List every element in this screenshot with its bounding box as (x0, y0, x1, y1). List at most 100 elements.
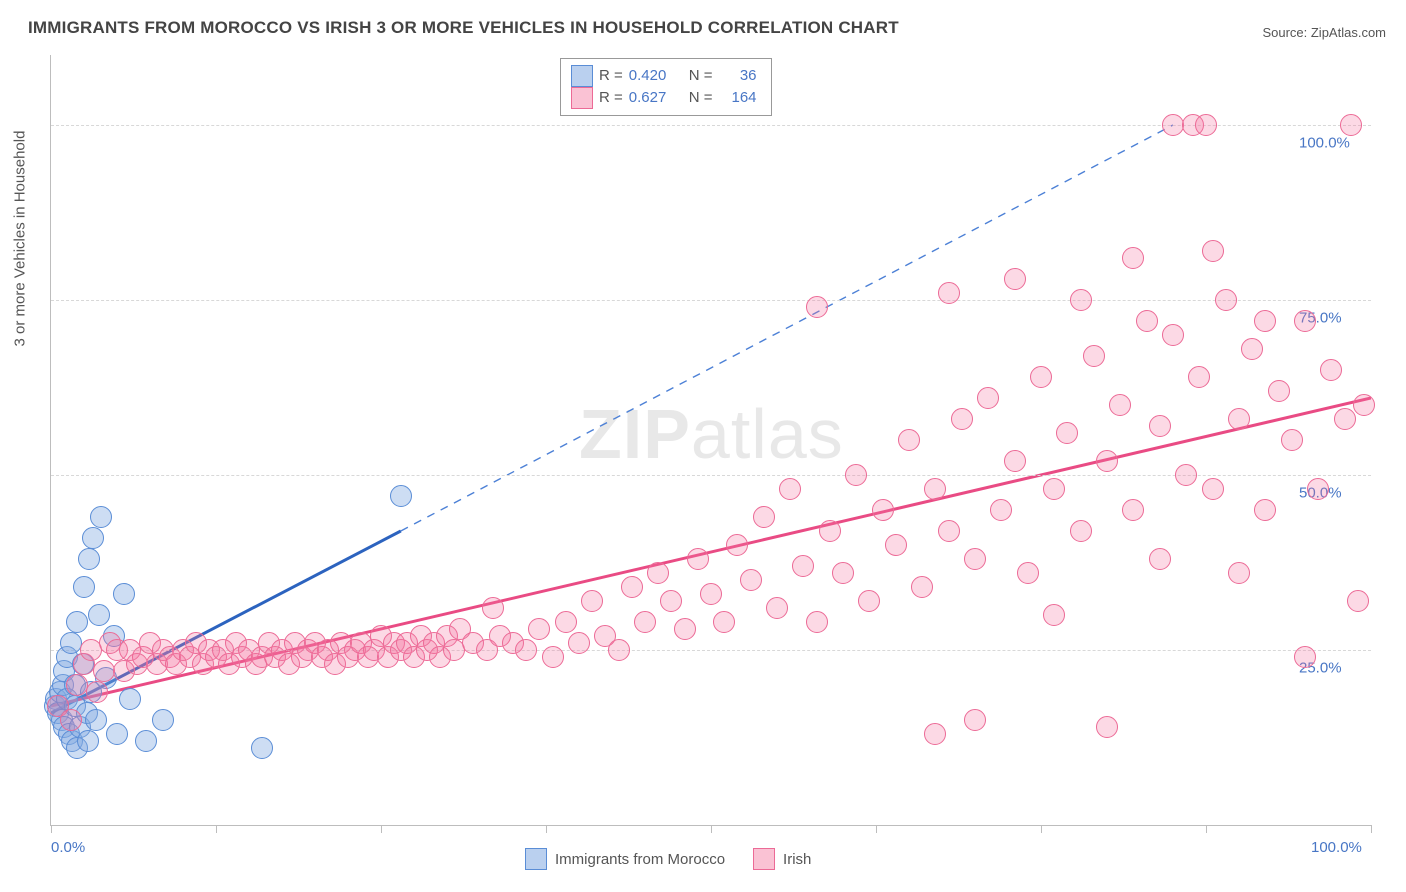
chart-title: IMMIGRANTS FROM MOROCCO VS IRISH 3 OR MO… (28, 18, 899, 38)
data-point-morocco (88, 604, 110, 626)
data-point-irish (938, 520, 960, 542)
data-point-morocco (119, 688, 141, 710)
data-point-irish (766, 597, 788, 619)
data-point-morocco (152, 709, 174, 731)
data-point-irish (1175, 464, 1197, 486)
data-point-irish (1188, 366, 1210, 388)
data-point-irish (1149, 415, 1171, 437)
swatch-irish (571, 87, 593, 109)
x-tick (876, 825, 877, 833)
data-point-irish (700, 583, 722, 605)
n-value-morocco: 36 (719, 65, 757, 87)
data-point-irish (515, 639, 537, 661)
data-point-irish (1347, 590, 1369, 612)
data-point-irish (66, 674, 88, 696)
data-point-irish (1070, 289, 1092, 311)
data-point-irish (924, 478, 946, 500)
data-point-irish (86, 681, 108, 703)
legend-label-morocco: Immigrants from Morocco (555, 851, 725, 868)
data-point-irish (845, 464, 867, 486)
data-point-irish (93, 660, 115, 682)
data-point-irish (1334, 408, 1356, 430)
x-tick (546, 825, 547, 833)
data-point-irish (1281, 429, 1303, 451)
data-point-morocco (73, 576, 95, 598)
swatch-irish (753, 848, 775, 870)
regression-lines (51, 55, 1371, 825)
data-point-irish (1096, 450, 1118, 472)
data-point-morocco (390, 485, 412, 507)
x-tick (216, 825, 217, 833)
data-point-irish (1228, 408, 1250, 430)
data-point-irish (1268, 380, 1290, 402)
data-point-irish (740, 569, 762, 591)
data-point-irish (687, 548, 709, 570)
series-legend: Immigrants from Morocco Irish (525, 848, 811, 870)
gridline-horizontal (51, 475, 1371, 476)
data-point-irish (581, 590, 603, 612)
source-attribution: Source: ZipAtlas.com (1262, 25, 1386, 40)
data-point-irish (938, 282, 960, 304)
data-point-irish (858, 590, 880, 612)
n-value-irish: 164 (719, 87, 757, 109)
data-point-irish (1149, 548, 1171, 570)
data-point-irish (1083, 345, 1105, 367)
x-tick (51, 825, 52, 833)
n-label: N = (689, 87, 713, 109)
legend-label-irish: Irish (783, 851, 811, 868)
data-point-morocco (78, 548, 100, 570)
data-point-irish (1294, 646, 1316, 668)
data-point-irish (964, 548, 986, 570)
data-point-irish (951, 408, 973, 430)
data-point-morocco (251, 737, 273, 759)
data-point-irish (1215, 289, 1237, 311)
data-point-irish (1340, 114, 1362, 136)
data-point-irish (832, 562, 854, 584)
r-value-morocco: 0.420 (629, 65, 683, 87)
data-point-irish (1320, 359, 1342, 381)
gridline-horizontal (51, 300, 1371, 301)
data-point-irish (608, 639, 630, 661)
data-point-irish (911, 576, 933, 598)
legend-item-morocco: Immigrants from Morocco (525, 848, 725, 870)
data-point-irish (924, 723, 946, 745)
data-point-irish (1122, 247, 1144, 269)
data-point-irish (568, 632, 590, 654)
legend-item-irish: Irish (753, 848, 811, 870)
data-point-irish (1202, 478, 1224, 500)
data-point-morocco (60, 632, 82, 654)
data-point-irish (674, 618, 696, 640)
data-point-irish (1136, 310, 1158, 332)
data-point-irish (1241, 338, 1263, 360)
data-point-irish (713, 611, 735, 633)
data-point-irish (806, 611, 828, 633)
data-point-irish (1056, 422, 1078, 444)
data-point-morocco (66, 611, 88, 633)
data-point-irish (779, 478, 801, 500)
data-point-irish (1004, 268, 1026, 290)
data-point-irish (443, 639, 465, 661)
stats-row-irish: R =0.627N =164 (571, 87, 757, 109)
data-point-irish (1004, 450, 1026, 472)
x-tick (711, 825, 712, 833)
swatch-morocco (571, 65, 593, 87)
stats-legend: R =0.420N =36R =0.627N =164 (560, 58, 772, 116)
data-point-irish (1202, 240, 1224, 262)
data-point-irish (1307, 478, 1329, 500)
data-point-irish (1195, 114, 1217, 136)
data-point-irish (753, 506, 775, 528)
x-tick-label: 0.0% (51, 839, 85, 856)
data-point-irish (885, 534, 907, 556)
data-point-irish (726, 534, 748, 556)
data-point-irish (60, 709, 82, 731)
data-point-irish (1122, 499, 1144, 521)
data-point-irish (1162, 114, 1184, 136)
y-tick-label: 100.0% (1299, 135, 1350, 152)
n-label: N = (689, 65, 713, 87)
data-point-irish (1096, 716, 1118, 738)
data-point-irish (1109, 394, 1131, 416)
x-tick (1371, 825, 1372, 833)
stats-row-morocco: R =0.420N =36 (571, 65, 757, 87)
x-tick (1206, 825, 1207, 833)
data-point-irish (80, 639, 102, 661)
